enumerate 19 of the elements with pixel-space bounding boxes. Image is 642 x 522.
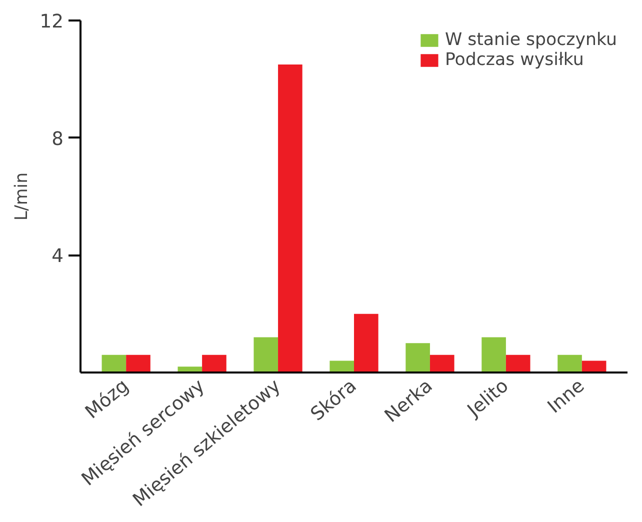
bar	[254, 337, 278, 372]
bar	[506, 354, 530, 372]
bar	[430, 354, 454, 372]
y-tick-label: 8	[52, 128, 64, 150]
legend-label: W stanie spoczynku	[444, 30, 617, 50]
bar	[278, 64, 302, 372]
bar	[202, 354, 226, 372]
bar	[558, 354, 582, 372]
legend-label: Podczas wysiłku	[444, 50, 584, 70]
y-axis-title: L/min	[12, 172, 32, 221]
bar	[102, 354, 126, 372]
y-tick-label: 4	[52, 246, 64, 268]
bar	[482, 337, 506, 372]
bar	[126, 354, 150, 372]
bar	[330, 360, 354, 372]
y-tick-label: 12	[40, 12, 64, 32]
bar	[354, 314, 378, 372]
bar	[406, 343, 430, 372]
x-tick-label: Inne	[544, 375, 589, 418]
